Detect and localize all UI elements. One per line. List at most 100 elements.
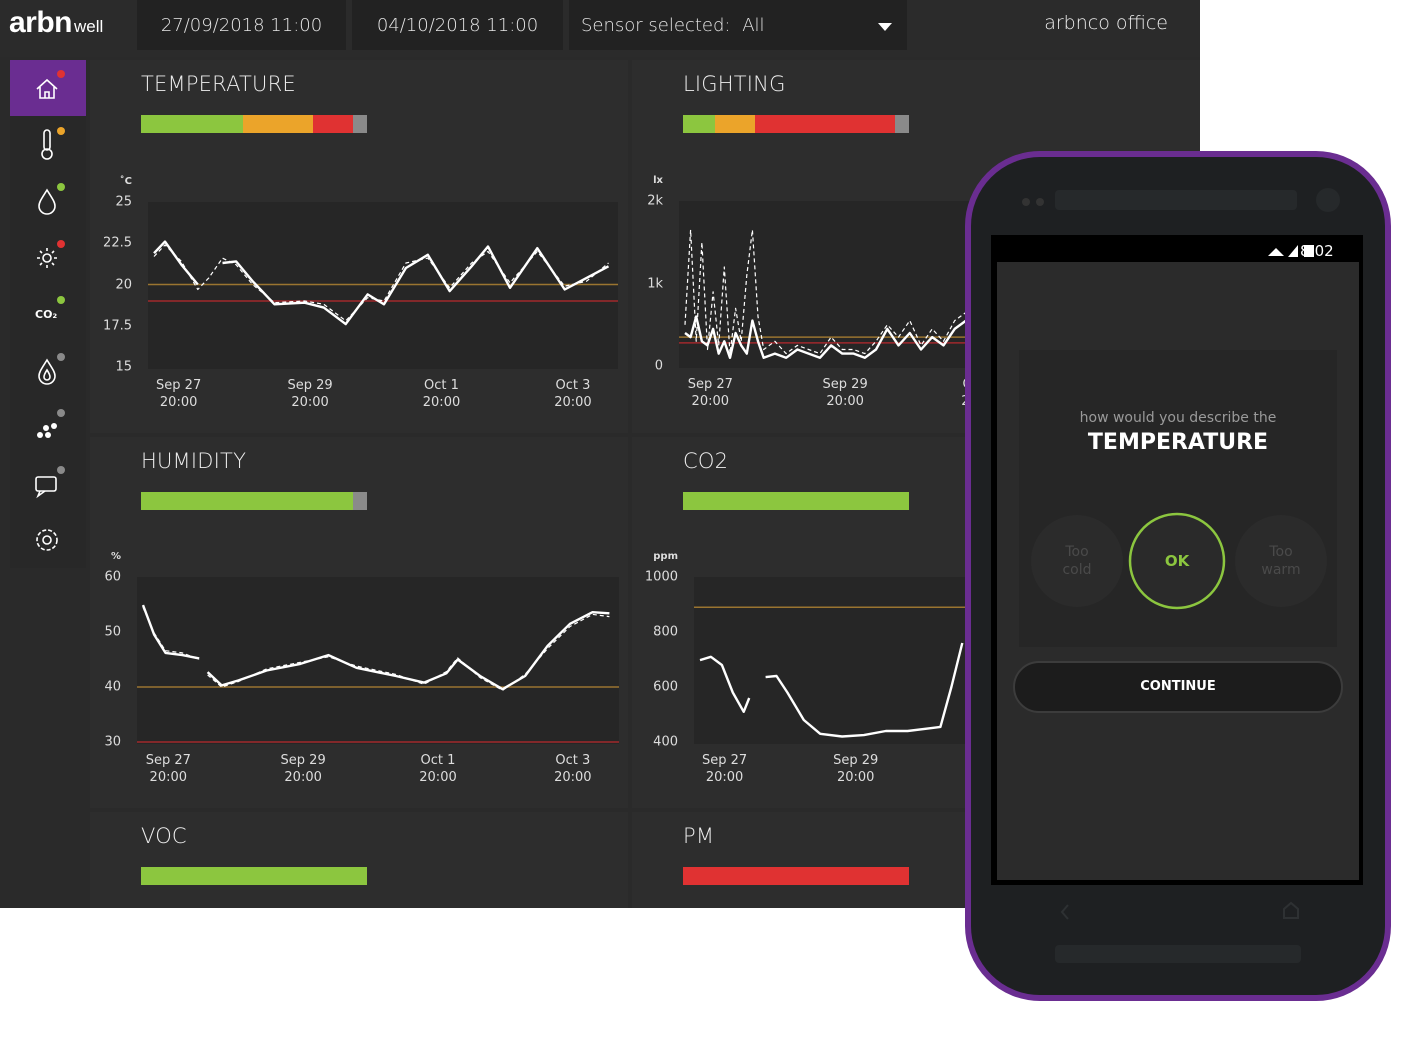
logo-suffix: well <box>74 17 104 36</box>
option-label: Too warm <box>1261 544 1301 578</box>
x-tick-label: Sep 29 20:00 <box>833 753 879 785</box>
continue-label: CONTINUE <box>1140 679 1216 694</box>
question-subject: TEMPERATURE <box>1087 430 1269 455</box>
y-tick-label: 400 <box>653 734 678 750</box>
option-label: Too cold <box>1062 544 1092 578</box>
unit-label: lx <box>653 175 663 186</box>
x-tick-label: Oct 1 20:00 <box>422 378 461 410</box>
x-tick-label: Sep 29 20:00 <box>287 378 333 410</box>
data-line <box>206 611 610 691</box>
nav-settings[interactable] <box>36 529 58 551</box>
chart-panel: HUMIDITY% 30 40 50 60 Sep 27 20:00 Sep 29 20:0… <box>90 437 628 808</box>
x-tick-label: Sep 27 20:00 <box>701 753 748 785</box>
status-segment <box>714 115 756 133</box>
nav-home-active[interactable] <box>10 60 86 116</box>
data-line <box>765 642 964 738</box>
data-line <box>153 240 199 286</box>
svg-text:CO₂: CO₂ <box>35 308 57 321</box>
x-tick-label: Oct 3 20:00 <box>554 378 592 410</box>
option-ok[interactable] <box>1128 512 1226 610</box>
data-line <box>141 604 200 660</box>
dashed-line <box>684 229 978 355</box>
nav-humidity[interactable] <box>38 183 65 215</box>
status-segment <box>755 115 896 133</box>
x-tick-label: Oct 3 20:00 <box>554 753 592 785</box>
panel-title: CO2 <box>683 449 729 473</box>
unit-label: ppm <box>653 551 678 562</box>
nav-pm[interactable] <box>37 409 65 438</box>
x-tick-label: Sep 27 20:00 <box>156 378 202 410</box>
y-tick-label: 0 <box>654 358 663 374</box>
x-tick-label: Oct 1 20:00 <box>419 753 457 785</box>
y-tick-label: 17.5 <box>103 318 132 334</box>
status-segment <box>683 492 909 510</box>
panel-title: HUMIDITY <box>141 449 247 473</box>
panel-title: TEMPERATURE <box>141 72 296 96</box>
unit-label: ˚C <box>119 176 132 187</box>
y-tick-label: 30 <box>104 734 121 750</box>
status-segment <box>683 867 909 885</box>
dashed-line <box>207 613 610 691</box>
y-tick-label: 600 <box>653 679 678 695</box>
plot <box>137 577 619 744</box>
x-tick-label: Sep 27 20:00 <box>145 753 191 785</box>
option-too-warm[interactable] <box>1235 515 1327 607</box>
status-segment <box>242 115 313 133</box>
status-segment <box>312 115 354 133</box>
chart-panel: TEMPERATURE ˚C 15 17.5 20 22.5 25 Sep 27 20:00 S… <box>90 60 628 433</box>
x-tick-label: Sep 29 20:00 <box>280 753 326 785</box>
plot-background <box>148 202 618 369</box>
data-line <box>222 245 610 326</box>
y-tick-label: 1k <box>647 276 663 291</box>
logo[interactable]: arbn well <box>9 6 103 40</box>
logo-text: arbn <box>9 6 73 39</box>
site-name[interactable]: arbnco office <box>1044 12 1168 34</box>
question-prompt: how would you describe the <box>1079 410 1277 426</box>
continue-button[interactable] <box>1013 661 1343 713</box>
status-segment <box>141 492 354 510</box>
x-tick-label: Sep 29 20:00 <box>822 377 868 409</box>
nav-co2[interactable]: CO₂ <box>35 296 65 321</box>
status-segment <box>683 115 715 133</box>
option-label: OK <box>1164 552 1190 570</box>
plot <box>148 202 618 369</box>
unit-label: % <box>110 551 121 562</box>
nav-voc[interactable] <box>38 353 65 385</box>
panel: VOC <box>90 812 628 908</box>
y-tick-label: 25 <box>115 194 132 210</box>
status-segment <box>353 492 367 510</box>
data-line <box>699 655 751 713</box>
status-segment <box>141 115 243 133</box>
nav-feedback[interactable] <box>35 466 65 499</box>
y-tick-label: 20 <box>115 277 132 292</box>
nav-lighting[interactable] <box>37 240 65 268</box>
y-tick-label: 1000 <box>644 569 678 585</box>
start-date[interactable]: 27/09/2018 11:00 <box>137 0 346 50</box>
status-segment <box>353 115 367 133</box>
option-too-cold[interactable] <box>1031 515 1123 607</box>
sensor-label: Sensor selected: <box>581 15 731 36</box>
y-tick-label: 15 <box>115 359 132 375</box>
status-segment <box>141 867 367 885</box>
plot-background <box>137 577 619 744</box>
sensor-value: All <box>742 15 765 36</box>
nav-temperature[interactable] <box>41 127 65 160</box>
y-tick-label: 22.5 <box>103 235 132 251</box>
sidebar: CO₂ <box>10 60 86 568</box>
panel-title: LIGHTING <box>683 72 786 96</box>
panel-title: VOC <box>141 824 187 848</box>
y-tick-label: 60 <box>104 569 121 585</box>
sensor-select[interactable]: Sensor selected: All <box>569 0 907 50</box>
y-tick-label: 800 <box>653 624 678 640</box>
y-tick-label: 50 <box>104 624 121 640</box>
end-date[interactable]: 04/10/2018 11:00 <box>352 0 563 50</box>
x-tick-label: Sep 27 20:00 <box>687 377 733 409</box>
y-tick-label: 40 <box>104 679 121 695</box>
data-line <box>684 315 979 359</box>
status-segment <box>895 115 909 133</box>
dropdown-arrow <box>878 23 892 31</box>
phone-time: 8:02 <box>1300 242 1334 260</box>
y-tick-label: 2k <box>647 193 663 209</box>
